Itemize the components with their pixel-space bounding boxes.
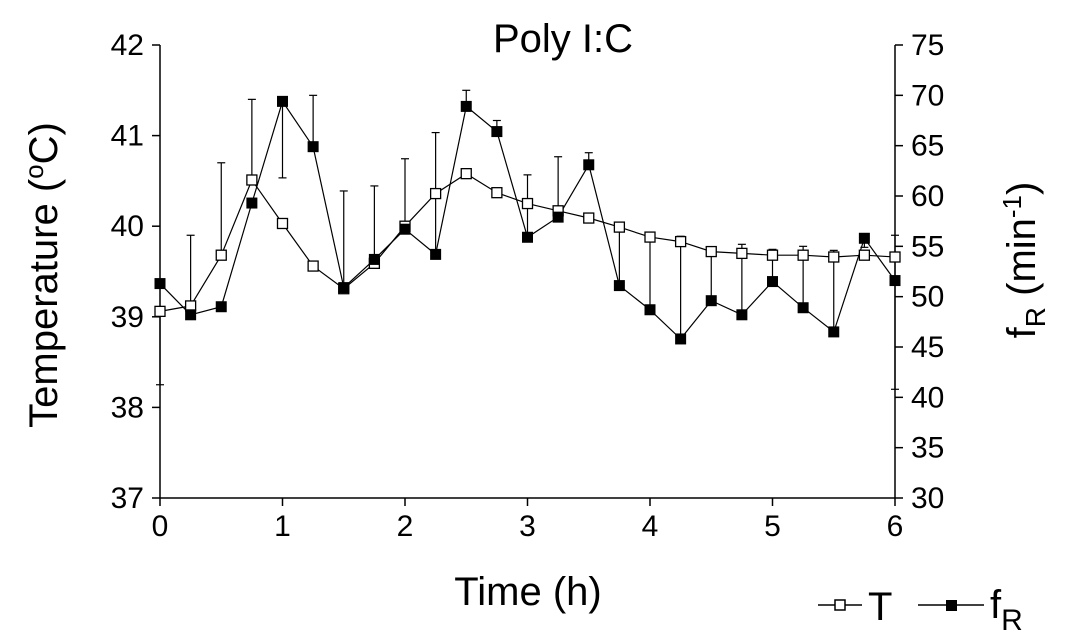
- marker-t-point: [889, 251, 901, 263]
- x-tick-label: 3: [519, 510, 536, 543]
- legend: T fR: [818, 583, 1023, 631]
- marker-t-point: [429, 187, 442, 200]
- marker-t-point: [154, 305, 166, 318]
- y-right-title-f: f: [1000, 326, 1044, 338]
- y-right-tick-label: 40: [911, 381, 944, 414]
- legend-fr-label: fR: [990, 583, 1023, 631]
- legend-t-marker: [834, 599, 846, 611]
- marker-fr-point: [522, 231, 533, 243]
- y-right-tick-label: 75: [911, 29, 944, 62]
- y-right-title-sup: -1: [997, 195, 1027, 218]
- legend-fr-f: f: [990, 583, 1002, 627]
- legend-fr-marker: [946, 600, 957, 611]
- y-left-tick-label: 40: [111, 210, 144, 243]
- marker-t-point: [674, 235, 687, 248]
- marker-t-point: [613, 221, 626, 233]
- marker-fr-point: [797, 302, 809, 314]
- y-right-tick-label: 45: [911, 331, 944, 364]
- marker-fr-point: [613, 280, 625, 292]
- marker-t-point: [491, 187, 503, 199]
- y-right-tick-label: 55: [911, 230, 944, 263]
- marker-t-point: [460, 168, 472, 180]
- marker-t-point: [766, 249, 779, 261]
- y-left-tick-label: 38: [111, 391, 144, 424]
- y-right-title-tail: ): [1000, 182, 1044, 195]
- y-right-tick-label: 60: [911, 180, 944, 213]
- marker-fr-point: [338, 282, 350, 294]
- error-bars: [156, 89, 899, 390]
- x-tick-label: 5: [764, 510, 781, 543]
- marker-t-point: [736, 247, 748, 260]
- marker-t-point: [705, 245, 717, 258]
- marker-fr-point: [736, 309, 748, 321]
- marker-t-point: [797, 249, 809, 261]
- marker-fr-point: [430, 248, 442, 260]
- marker-fr-point: [185, 309, 197, 321]
- marker-t-point: [215, 249, 227, 261]
- x-axis-title: Time (h): [454, 570, 601, 614]
- marker-t-point: [583, 212, 595, 224]
- x-tick-label: 6: [887, 510, 904, 543]
- y-left-tick-label: 42: [111, 29, 144, 62]
- x-tick-label: 0: [152, 510, 169, 543]
- chart-title: Poly I:C: [493, 17, 633, 61]
- series-markers: [154, 95, 901, 345]
- marker-t-point: [828, 251, 840, 263]
- marker-fr-point: [552, 211, 564, 223]
- y-right-title-sub: R: [1020, 307, 1051, 327]
- legend-t-label: T: [868, 585, 892, 629]
- y-left-axis-title: Temperature (oC): [19, 122, 66, 428]
- y-right-tick-label: 65: [911, 130, 944, 163]
- marker-t-point: [246, 174, 258, 186]
- marker-fr-point: [246, 197, 258, 209]
- marker-fr-point: [828, 326, 840, 338]
- marker-fr-point: [491, 126, 503, 138]
- y-left-tick-label: 41: [111, 120, 144, 153]
- marker-t-point: [276, 217, 289, 230]
- y-left-title-tail: C): [22, 122, 66, 164]
- y-right-axis-title: fR (min-1): [997, 182, 1051, 339]
- marker-fr-point: [277, 95, 288, 107]
- marker-t-point: [644, 231, 656, 243]
- marker-fr-point: [767, 276, 778, 288]
- legend-fr-sub: R: [1001, 604, 1023, 631]
- y-right-title-mid: (min: [1000, 218, 1044, 307]
- y-right-tick-label: 35: [911, 432, 944, 465]
- y-left-tick-label: 37: [111, 482, 144, 515]
- x-tick-label: 2: [397, 510, 414, 543]
- marker-fr-point: [307, 141, 319, 153]
- marker-fr-point: [399, 223, 411, 235]
- y-left-tick-label: 39: [111, 301, 144, 334]
- marker-fr-point: [705, 295, 717, 307]
- marker-fr-point: [154, 278, 166, 290]
- marker-fr-point: [215, 301, 227, 313]
- marker-fr-point: [583, 159, 595, 171]
- y-left-title-base: Temperature (: [22, 178, 66, 428]
- x-tick-label: 1: [274, 510, 291, 543]
- y-left-title-sup: o: [19, 164, 49, 178]
- marker-fr-point: [460, 100, 472, 112]
- marker-t-point: [307, 260, 319, 272]
- marker-fr-point: [644, 304, 656, 316]
- y-right-tick-label: 30: [911, 482, 944, 515]
- y-right-tick-label: 50: [911, 281, 944, 314]
- marker-fr-point: [858, 232, 870, 244]
- x-tick-label: 4: [642, 510, 659, 543]
- marker-fr-point: [368, 253, 380, 265]
- y-right-tick-label: 70: [911, 79, 944, 112]
- marker-t-point: [858, 249, 871, 261]
- marker-t-point: [521, 197, 534, 210]
- marker-fr-point: [675, 333, 687, 345]
- marker-fr-point: [889, 275, 901, 287]
